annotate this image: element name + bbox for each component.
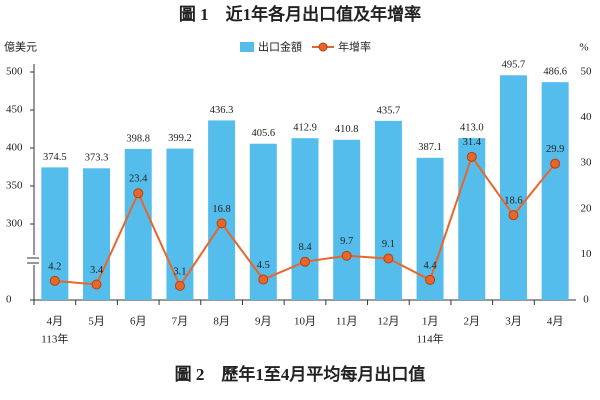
line-marker xyxy=(174,280,185,291)
bar-value-label: 410.8 xyxy=(335,124,359,135)
bar-value-label: 436.3 xyxy=(210,105,234,116)
line-value-label: 4.5 xyxy=(257,260,270,271)
line-value-label: 18.6 xyxy=(504,196,522,207)
line-marker xyxy=(49,275,60,286)
y2-tick-label: 20 xyxy=(581,202,593,214)
line-marker xyxy=(216,218,227,229)
line-value-label: 9.1 xyxy=(382,239,395,250)
bar xyxy=(166,148,194,300)
y-tick-label: 500 xyxy=(6,66,23,78)
bar-value-label: 387.1 xyxy=(418,142,442,153)
bar xyxy=(374,120,402,300)
line-marker xyxy=(508,210,519,221)
bar xyxy=(83,168,111,300)
x-tick-label: 2月 xyxy=(464,316,481,328)
x-tick-label: 8月 xyxy=(213,316,230,328)
x-year-label: 113年 xyxy=(41,332,68,346)
line-marker xyxy=(550,158,561,169)
y2-tick-label: 0 xyxy=(583,294,589,306)
legend-label: 出口金額 xyxy=(258,40,302,54)
y-tick-label: 400 xyxy=(6,142,23,154)
legend-label: 年增率 xyxy=(338,40,371,54)
line-marker xyxy=(383,253,394,264)
y2-axis-label: % xyxy=(579,42,588,54)
bar-value-label: 413.0 xyxy=(460,123,484,134)
x-tick-label: 4月 xyxy=(547,316,564,328)
y-tick-label: 300 xyxy=(6,218,23,230)
y2-tick-label: 10 xyxy=(581,248,593,260)
line-value-label: 29.9 xyxy=(546,144,564,155)
x-tick-label: 6月 xyxy=(130,316,147,328)
line-marker xyxy=(425,274,436,285)
legend-marker xyxy=(318,42,328,52)
bar-value-label: 495.7 xyxy=(502,60,526,71)
line-value-label: 23.4 xyxy=(129,174,148,185)
bar-value-label: 398.8 xyxy=(126,133,150,144)
x-tick-label: 11月 xyxy=(336,316,358,328)
y-tick-label: 450 xyxy=(6,104,23,116)
bar-value-label: 486.6 xyxy=(543,67,567,78)
line-marker xyxy=(91,279,102,290)
bar-value-label: 412.9 xyxy=(293,123,317,134)
line-value-label: 8.4 xyxy=(298,242,312,253)
y-tick-label: 350 xyxy=(6,180,23,192)
bar-value-label: 405.6 xyxy=(251,128,275,139)
bar-value-label: 435.7 xyxy=(377,105,401,116)
x-tick-label: 5月 xyxy=(88,316,105,328)
line-value-label: 4.2 xyxy=(48,261,61,272)
bar-value-label: 373.3 xyxy=(85,153,109,164)
y2-tick-label: 40 xyxy=(581,111,593,123)
y2-tick-label: 30 xyxy=(581,157,593,169)
bar-value-label: 399.2 xyxy=(168,133,192,144)
line-value-label: 4.4 xyxy=(424,260,438,271)
line-marker xyxy=(300,256,310,267)
line-value-label: 31.4 xyxy=(463,137,482,148)
x-tick-label: 9月 xyxy=(255,316,272,328)
line-marker xyxy=(133,188,144,199)
legend-swatch xyxy=(240,42,254,52)
chart-title: 圖 1 近1年各月出口值及年增率 xyxy=(179,4,421,24)
bar xyxy=(124,148,152,300)
x-tick-label: 7月 xyxy=(172,316,189,328)
x-tick-label: 4月 xyxy=(47,316,64,328)
x-tick-label: 12月 xyxy=(377,316,399,328)
line-value-label: 9.7 xyxy=(340,236,353,247)
bar xyxy=(291,138,319,300)
line-marker xyxy=(466,151,477,162)
x-tick-label: 10月 xyxy=(294,316,316,328)
y-axis-label: 億美元 xyxy=(4,41,37,54)
bar xyxy=(208,120,236,300)
axis-break xyxy=(26,255,40,265)
line-value-label: 3.1 xyxy=(173,266,186,277)
x-tick-label: 1月 xyxy=(422,316,439,328)
line-marker xyxy=(341,250,352,261)
bar xyxy=(333,139,361,300)
line-value-label: 3.4 xyxy=(90,265,104,276)
bar xyxy=(249,143,277,300)
y2-tick-label: 50 xyxy=(581,66,593,78)
caption: 圖 2 歷年1至4月平均每月出口值 xyxy=(175,364,426,384)
y-tick-label: 0 xyxy=(6,294,12,306)
bar xyxy=(458,138,486,300)
line-value-label: 16.8 xyxy=(212,204,230,215)
bar xyxy=(541,82,569,301)
x-tick-label: 3月 xyxy=(505,316,522,328)
bar-value-label: 374.5 xyxy=(43,152,67,163)
line-marker xyxy=(258,274,269,285)
x-year-label: 114年 xyxy=(417,332,444,346)
bar xyxy=(499,75,527,300)
